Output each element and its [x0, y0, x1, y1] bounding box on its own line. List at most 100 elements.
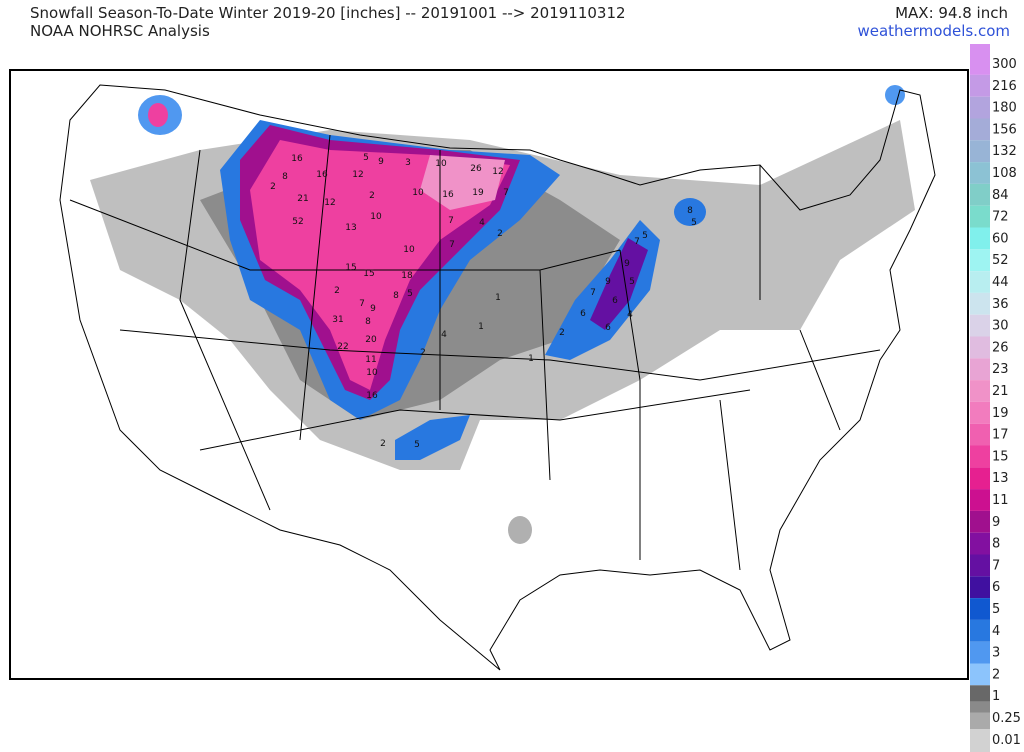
colorbar-label: 8: [992, 537, 1000, 552]
snow-label: 6: [605, 323, 611, 333]
snow-label: 12: [492, 167, 503, 177]
snow-label: 21: [297, 194, 308, 204]
snow-label: 5: [629, 277, 635, 287]
colorbar-swatch: [970, 532, 990, 555]
snow-label: 9: [605, 277, 611, 287]
colorbar-label: 108: [992, 166, 1017, 181]
snow-label: 4: [479, 218, 485, 228]
snow-label: 10: [370, 212, 382, 222]
map-frame: [9, 69, 969, 680]
colorbar-swatch: [970, 140, 990, 163]
colorbar-swatch: [970, 423, 990, 446]
country-border: [59, 84, 936, 671]
snow-label: 20: [365, 335, 377, 345]
colorbar-swatch: [970, 467, 990, 490]
colorbar-swatch: [970, 162, 990, 184]
snow-label: 8: [282, 172, 288, 182]
snow-label: 11: [365, 355, 376, 365]
snow-label: 7: [634, 237, 640, 247]
snow-label: 10: [366, 368, 378, 378]
colorbar-swatch: [970, 663, 990, 686]
colorbar-swatch: [970, 641, 990, 664]
snow-label: 16: [316, 170, 328, 180]
colorbar-label: 23: [992, 362, 1009, 377]
snow-area: [395, 415, 470, 460]
snow-area: [508, 516, 532, 544]
snow-label: 8: [365, 317, 371, 327]
colorbar-swatch: [970, 74, 990, 97]
snow-label: 5: [691, 218, 697, 228]
snow-label: 2: [380, 439, 386, 449]
colorbar-label: 15: [992, 449, 1009, 464]
colorbar-label: 4: [992, 624, 1000, 639]
colorbar-label: 5: [992, 602, 1000, 617]
colorbar-swatch: [970, 489, 990, 511]
snow-label: 2: [369, 191, 375, 201]
snow-label: 26: [470, 164, 482, 174]
snow-label: 8: [393, 291, 399, 301]
snow-label: 15: [363, 269, 374, 279]
snow-label: 2: [497, 229, 503, 239]
colorbar-label: 216: [992, 79, 1017, 94]
colorbar-label: 30: [992, 319, 1009, 334]
colorbar-label: 17: [992, 428, 1009, 443]
snow-label: 16: [442, 190, 454, 200]
colorbar-label: 19: [992, 406, 1009, 421]
snow-label: 5: [363, 153, 369, 163]
snow-label: 2: [559, 328, 565, 338]
state-lines: [69, 134, 881, 571]
site-link[interactable]: weathermodels.com: [857, 22, 1010, 40]
snow-label: 10: [403, 245, 415, 255]
snow-label: 6: [612, 296, 618, 306]
snow-label: 5: [642, 231, 648, 241]
snow-label: 9: [378, 157, 384, 167]
snow-label: 52: [292, 217, 303, 227]
snow-area: [148, 103, 168, 127]
colorbar-swatch: [970, 118, 990, 141]
snow-label: 8: [687, 206, 693, 216]
snow-label: 7: [503, 188, 509, 198]
snow-area: [590, 238, 648, 330]
snow-label: 12: [324, 198, 335, 208]
snow-label: 3: [405, 158, 411, 168]
boundaries: [59, 84, 936, 671]
snow-label: 5: [407, 289, 413, 299]
snow-label: 18: [401, 271, 413, 281]
max-value: MAX: 94.8 inch: [895, 4, 1008, 22]
snow-label: 31: [332, 315, 343, 325]
colorbar-swatch: [970, 314, 990, 337]
snow-label: 9: [624, 259, 630, 269]
snow-label: 19: [472, 188, 484, 198]
snow-label: 7: [449, 240, 455, 250]
colorbar-swatch: [970, 336, 990, 359]
colorbar: 3002161801561321088472605244363026232119…: [970, 44, 1021, 752]
snow-label: 6: [580, 309, 586, 319]
colorbar-swatch: [970, 701, 990, 713]
snow-label: 9: [370, 304, 376, 314]
colorbar-swatch: [970, 44, 990, 75]
colorbar-label: 26: [992, 340, 1009, 355]
colorbar-swatch: [970, 358, 990, 381]
snow-label: 7: [590, 288, 596, 298]
colorbar-label: 132: [992, 144, 1017, 159]
colorbar-swatch: [970, 96, 990, 119]
colorbar-label: 44: [992, 275, 1009, 290]
colorbar-swatch: [970, 510, 990, 533]
colorbar-swatch: [970, 227, 990, 250]
colorbar-swatch: [970, 401, 990, 424]
colorbar-label: 1: [992, 689, 1000, 704]
colorbar-swatch: [970, 271, 990, 293]
colorbar-swatch: [970, 685, 990, 702]
colorbar-label: 11: [992, 493, 1009, 508]
colorbar-label: 60: [992, 231, 1009, 246]
snow-label: 16: [366, 391, 378, 401]
colorbar-label: 7: [992, 558, 1000, 573]
snow-label: 1: [495, 293, 501, 303]
snow-label: 10: [435, 159, 447, 169]
snow-label: 1: [528, 354, 534, 364]
snow-area: [420, 155, 505, 210]
colorbar-label: 180: [992, 101, 1017, 116]
colorbar-label: 36: [992, 297, 1009, 312]
